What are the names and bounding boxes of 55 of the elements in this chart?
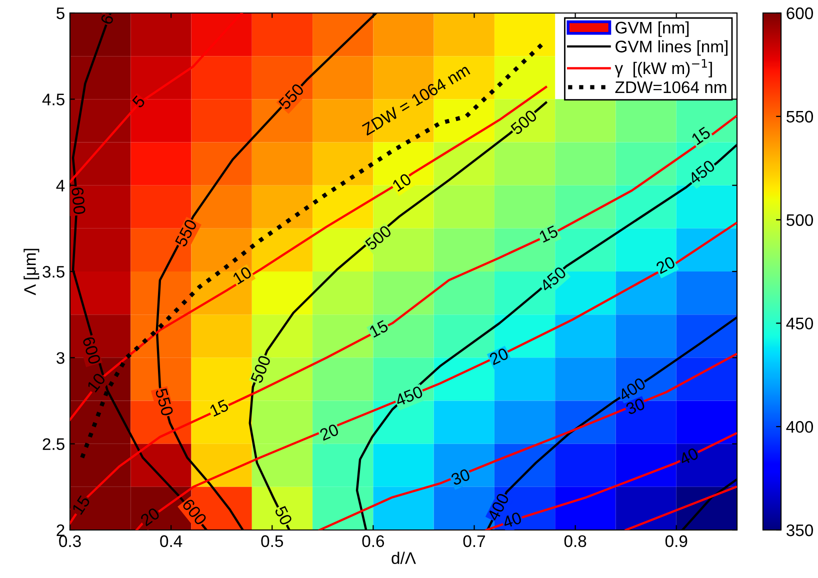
y-tick-label: 3.5 [42,266,64,278]
annotation: 500 [510,109,538,136]
x-tick-label: 0.6 [362,535,384,548]
annotation: 500 [250,354,272,384]
annotation: 15 [538,225,559,243]
annotation: 600 [182,498,208,526]
color-bar-label: 550 [786,110,814,123]
annotation: 20 [319,423,340,441]
y-tick-label: 5 [56,8,64,20]
annotation: 550 [278,82,305,110]
legend-label: ZDW=1064 nm [615,81,726,94]
color-bar-label: 350 [786,524,814,536]
x-tick-label: 0.3 [59,535,81,548]
annotation: 450 [539,266,567,292]
x-axis-title: d/Λ [392,552,416,564]
annotation: 10 [86,372,106,393]
annotation: 550 [155,388,174,416]
x-tick-label: 0.5 [261,535,284,548]
annotation: 20 [488,347,510,366]
legend-label: γ [(kW m)$^{−1}$] [614,59,712,78]
annotation: 15 [209,399,230,417]
color-bar-label: 600 [786,7,814,20]
color-bar-label: 400 [786,421,814,433]
annotation: 10 [232,266,252,285]
color-bar-label: 500 [786,214,814,226]
annotation: 450 [688,159,716,186]
x-tick-label: 0.8 [564,535,586,548]
x-tick-label: 0.4 [160,535,182,548]
annotation: 5 [132,94,146,109]
y-tick-label: 4.5 [42,94,64,106]
color-bar-label: 450 [786,318,814,330]
legend-label: GVM lines [nm] [616,40,728,56]
y-tick-label: 2 [56,524,64,536]
annotation: 500 [364,224,392,251]
annotation: 15 [368,320,389,338]
annotation: 50 [274,505,293,526]
annotation: 20 [655,256,676,274]
annotation: 20 [140,506,160,526]
x-tick-label: 0.9 [665,535,688,548]
annotation: 30 [450,468,471,486]
y-axis-title: Λ [μm] [24,248,40,296]
annotation: 450 [394,386,424,407]
y-tick-label: 3 [56,352,64,364]
annotation: 6 [100,14,114,25]
legend-label: GVM [nm] [616,21,689,37]
y-tick-label: 2.5 [42,438,64,450]
y-tick-label: 4 [56,180,65,192]
annotation: 15 [72,494,91,516]
annotation: 40 [678,447,700,466]
annotation: 550 [174,218,198,248]
annotation: 15 [690,126,712,146]
annotation: 600 [82,336,101,365]
x-tick-label: 0.7 [463,535,485,548]
annotation: 30 [625,398,646,416]
annotation: 10 [392,172,412,192]
